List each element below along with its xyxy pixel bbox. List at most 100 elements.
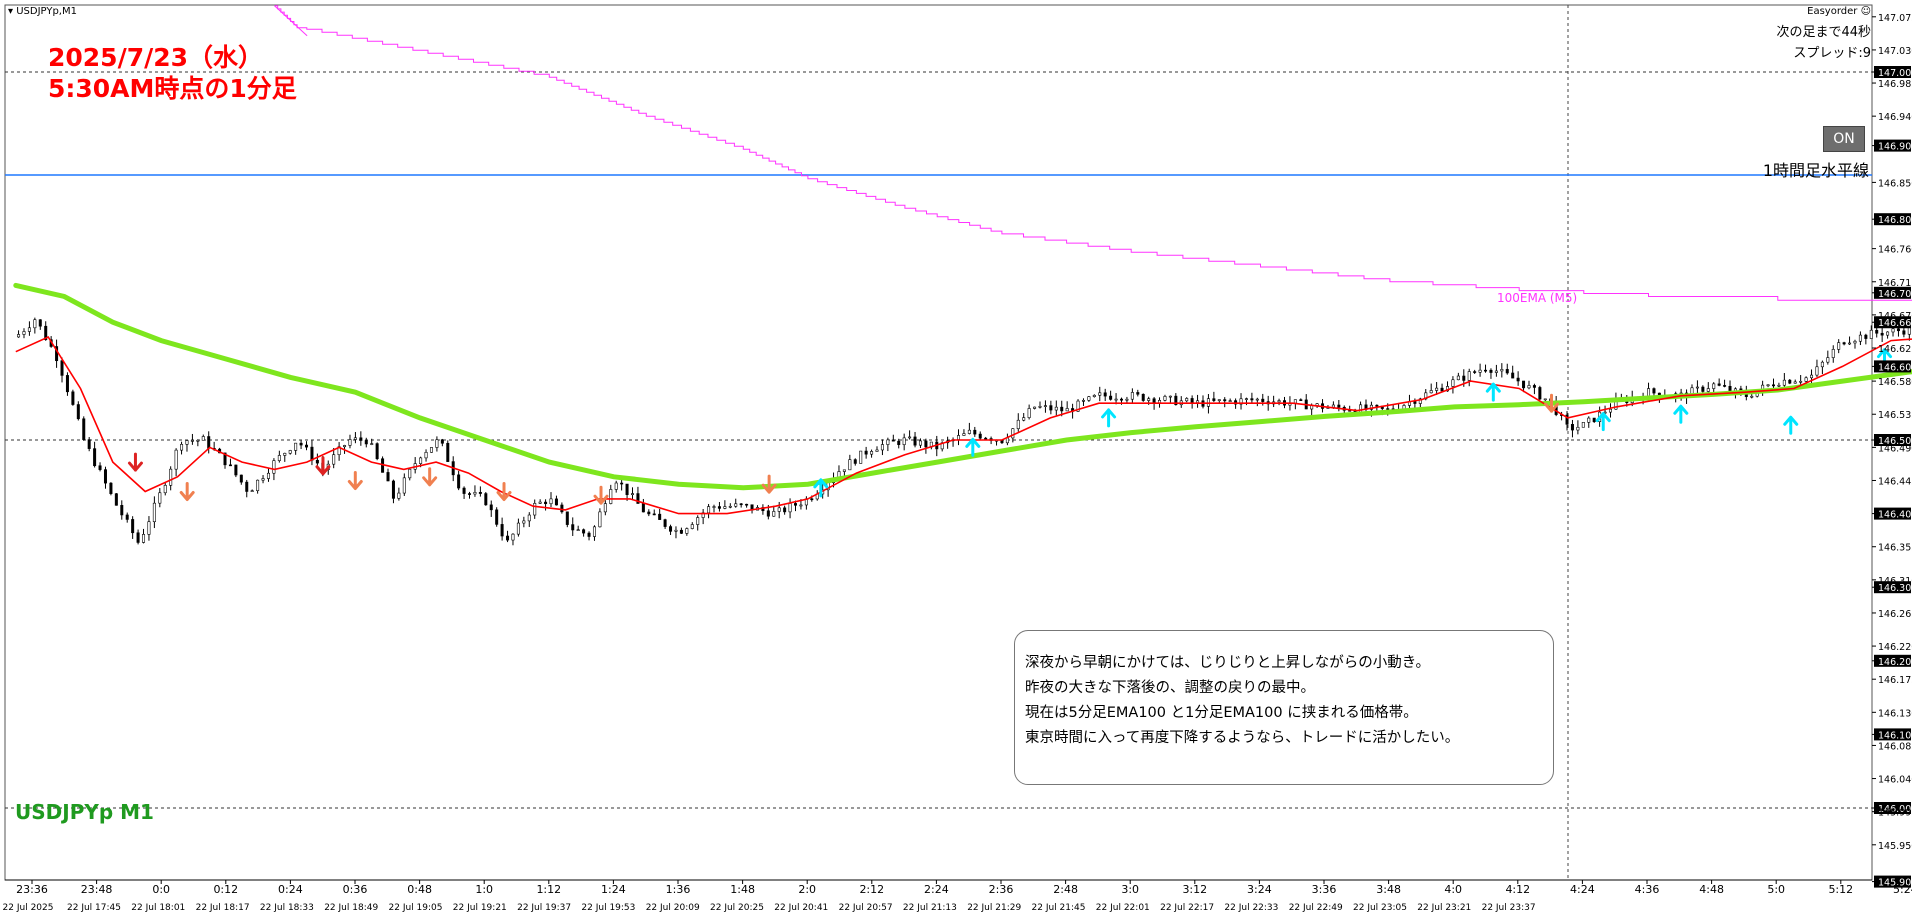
candle — [1179, 396, 1183, 408]
candle — [408, 467, 412, 481]
x-date-label: 22 Jul 22:49 — [1289, 903, 1343, 913]
price-tag-bg — [1874, 654, 1911, 667]
up-arrow-icon — [965, 437, 981, 457]
candle — [652, 509, 656, 516]
signal-arrows — [127, 348, 1893, 505]
candle — [223, 452, 227, 469]
down-arrow-icon — [127, 452, 143, 472]
y-tick-label: 146.085 — [1878, 741, 1912, 752]
candle — [1092, 394, 1096, 398]
candle — [98, 462, 102, 472]
price-tag-bg — [1874, 139, 1911, 152]
candle — [446, 440, 450, 462]
y-tick-label: 146.985 — [1878, 79, 1912, 90]
candle — [1168, 395, 1172, 403]
candle — [973, 426, 977, 437]
candle — [848, 454, 852, 471]
x-date-label: 22 Jul 21:13 — [903, 903, 957, 913]
y-tick-label: 146.700 — [1878, 289, 1912, 300]
candle — [1761, 380, 1765, 396]
candle — [592, 525, 596, 541]
candle — [1022, 412, 1026, 422]
x-date-label: 22 Jul 18:01 — [131, 903, 185, 913]
x-date-label: 22 Jul 18:33 — [260, 903, 314, 913]
x-time-label: 5:12 — [1828, 883, 1853, 896]
x-date-label: 22 Jul 23:05 — [1353, 903, 1407, 913]
x-time-label: 0:12 — [213, 883, 238, 896]
candle — [560, 502, 564, 514]
x-time-label: 1:24 — [601, 883, 626, 896]
candle — [1277, 398, 1281, 406]
note-line: 現在は5分足EMA100 と1分足EMA100 に挟まれる価格帯。 — [1025, 705, 1418, 721]
candle — [696, 515, 700, 531]
candle — [1087, 395, 1091, 402]
candle — [1440, 383, 1444, 392]
candle — [1565, 411, 1569, 431]
price-tag-bg — [1874, 213, 1911, 226]
title-date: 2025/7/23（水） — [48, 43, 264, 72]
candle — [234, 464, 238, 478]
candle — [1820, 360, 1824, 375]
candle — [429, 447, 433, 453]
candle — [147, 516, 151, 541]
x-time-label: 0:48 — [407, 883, 432, 896]
on-toggle-button[interactable]: ON — [1823, 126, 1865, 152]
candle — [658, 508, 662, 520]
x-time-label: 0:24 — [278, 883, 303, 896]
candle — [576, 525, 580, 531]
candle — [1788, 379, 1792, 385]
candle — [1130, 388, 1134, 403]
x-time-label: 3:0 — [1121, 883, 1139, 896]
candle — [1587, 416, 1591, 428]
candle — [1304, 394, 1308, 410]
candle — [1826, 350, 1830, 365]
candle — [565, 511, 569, 528]
candle — [1494, 364, 1498, 377]
x-time-label: 3:24 — [1247, 883, 1272, 896]
x-date-label: 22 Jul 19:05 — [389, 903, 443, 913]
candle — [962, 429, 966, 436]
candle — [1511, 365, 1515, 379]
candle — [283, 452, 287, 462]
candle — [1435, 382, 1439, 395]
up-arrow-icon — [1485, 382, 1501, 402]
candle — [1608, 403, 1612, 418]
candle — [1782, 373, 1786, 388]
y-tick-label: 147.075 — [1878, 13, 1912, 24]
candle — [511, 533, 515, 546]
x-date-label: 22 Jul 20:57 — [839, 903, 893, 913]
candle — [1016, 413, 1020, 432]
candle — [250, 489, 254, 492]
x-date-label: 22 Jul 20:09 — [646, 903, 700, 913]
candle — [1054, 400, 1058, 416]
commentary-box: 深夜から早朝にかけては、じりじりと上昇しながらの小動き。 昨夜の大きな下落後の、… — [1014, 630, 1554, 785]
candle — [1456, 372, 1460, 381]
candle — [71, 389, 75, 406]
candle — [332, 447, 336, 469]
dropdown-triangle-icon[interactable]: ▾ — [8, 6, 14, 17]
candle — [391, 479, 395, 504]
candle — [631, 487, 635, 501]
x-date-label: 22 Jul 21:45 — [1032, 903, 1086, 913]
candle — [1467, 368, 1471, 387]
candle — [1239, 393, 1243, 410]
moving-averages — [13, 5, 1912, 515]
y-tick-label: 146.300 — [1878, 583, 1912, 594]
candle — [1348, 405, 1352, 412]
x-date-label: 22 Jul 23:21 — [1417, 903, 1471, 913]
x-time-label: 23:36 — [16, 883, 48, 896]
y-tick-label: 146.265 — [1878, 609, 1912, 620]
candle — [1777, 382, 1781, 387]
ema-m1-100-line — [13, 282, 1912, 491]
candle — [440, 438, 444, 447]
y-tick-label: 146.220 — [1878, 642, 1912, 653]
candle — [174, 448, 178, 477]
candle — [310, 440, 314, 466]
candle — [734, 498, 738, 508]
y-tick-label: 146.200 — [1878, 657, 1912, 668]
candle — [1141, 393, 1145, 402]
x-date-label: 22 Jul 17:45 — [67, 903, 121, 913]
note-line: 深夜から早朝にかけては、じりじりと上昇しながらの小動き。 — [1025, 655, 1430, 671]
candle — [951, 437, 955, 447]
candle — [55, 339, 59, 368]
